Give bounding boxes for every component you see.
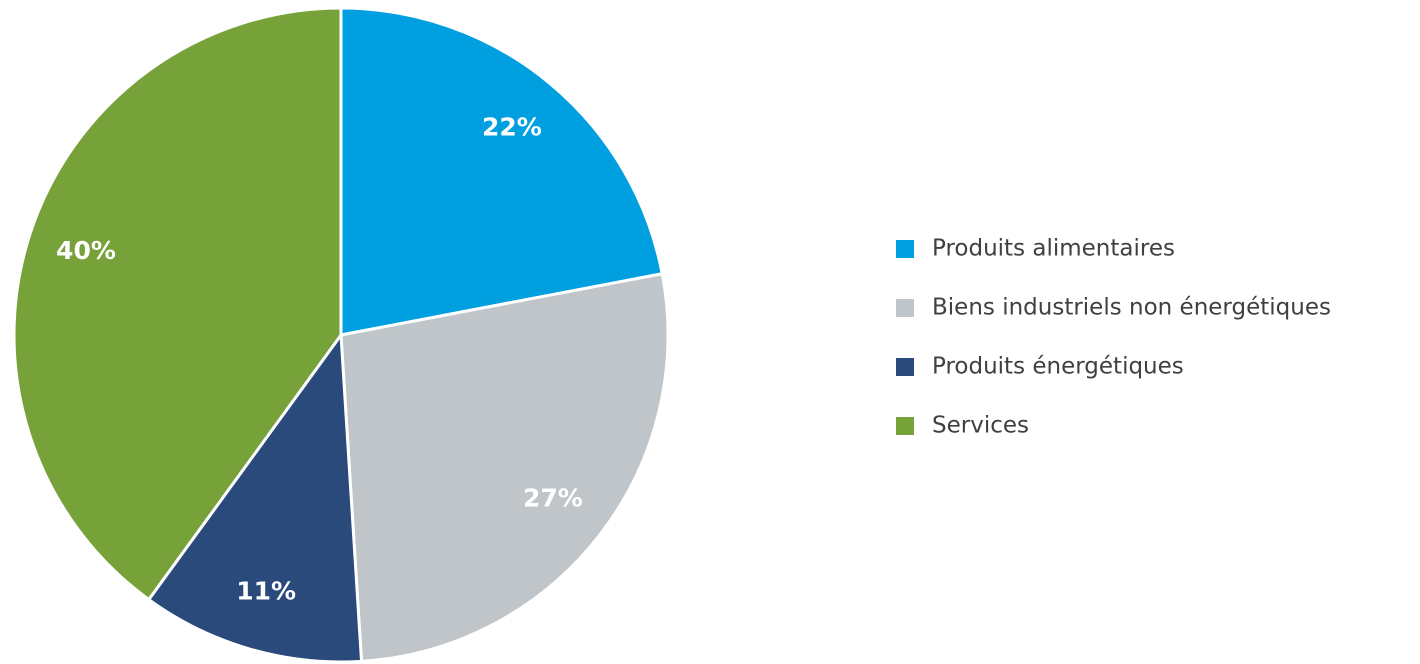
legend-swatch (896, 358, 914, 376)
pie-slice (147, 333, 364, 664)
value-label: 27% (523, 483, 583, 512)
pie-slice (339, 272, 670, 663)
legend-swatch (896, 240, 914, 258)
legend-text: Produits alimentaires (932, 236, 1175, 262)
pie-slice (12, 6, 343, 602)
value-label: 40% (56, 236, 116, 265)
value-label: 11% (236, 576, 296, 605)
legend-swatch (896, 417, 914, 435)
legend-text: Produits énergétiques (932, 354, 1184, 380)
value-label: 22% (482, 112, 542, 141)
legend-swatch (896, 299, 914, 317)
legend-text: Services (932, 413, 1029, 439)
legend-text: Biens industriels non énergétiques (932, 295, 1331, 321)
pie-slice (339, 6, 664, 337)
